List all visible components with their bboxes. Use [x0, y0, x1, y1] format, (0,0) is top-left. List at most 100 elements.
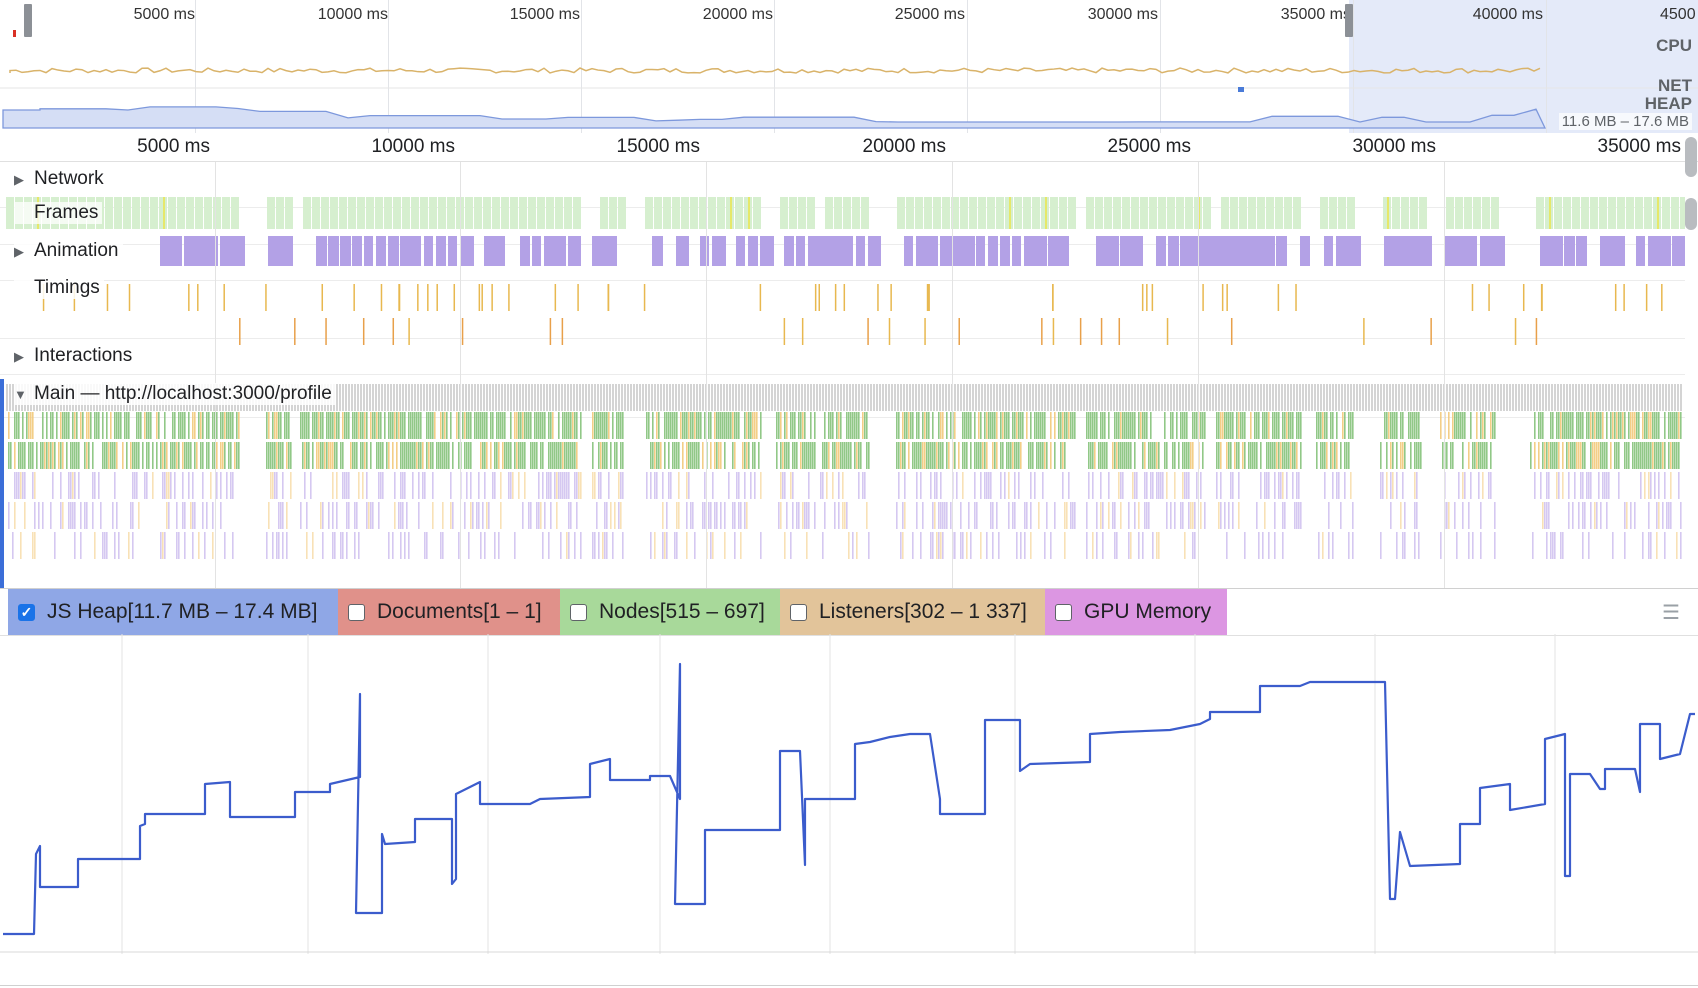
- flame-slice: [404, 412, 406, 439]
- frames-track-header[interactable]: Frames: [14, 202, 103, 224]
- listeners-counter-toggle[interactable]: Listeners[302 – 1 337]: [780, 589, 1045, 635]
- flame-slice: [224, 532, 226, 559]
- task-bar: [1449, 384, 1451, 411]
- flame-slice: [1040, 442, 1042, 469]
- task-bar: [1227, 384, 1229, 411]
- tracks-scrollbar-thumb[interactable]: [1685, 137, 1697, 177]
- checkbox-icon[interactable]: [570, 603, 587, 621]
- frame-block: [105, 197, 113, 229]
- flame-slice: [862, 472, 864, 499]
- flame-slice: [18, 412, 20, 439]
- flame-slice: [678, 502, 680, 529]
- overview-unselected-region[interactable]: [1349, 0, 1698, 133]
- task-bar: [1188, 384, 1190, 411]
- task-bar: [441, 384, 443, 411]
- flame-slice: [908, 442, 910, 469]
- flame-slice: [552, 412, 554, 439]
- flame-slice: [916, 502, 918, 529]
- checkbox-icon[interactable]: [348, 603, 365, 621]
- flame-slice: [1644, 412, 1646, 439]
- tracks-area[interactable]: ▶ Network Frames ▶ Animation Timings ▶ Inte…: [0, 162, 1685, 588]
- overview-pane[interactable]: 5000 ms 10000 ms 15000 ms 20000 ms 25000 ms 3…: [0, 0, 1698, 134]
- flame-slice: [60, 472, 62, 499]
- task-bar: [786, 384, 788, 411]
- interactions-track-header[interactable]: ▶ Interactions: [14, 345, 137, 367]
- timing-mark: [1295, 284, 1297, 311]
- frame-block: [1464, 197, 1472, 229]
- nodes-counter-toggle[interactable]: Nodes[515 – 697]: [560, 589, 780, 635]
- flame-slice: [440, 532, 442, 559]
- flame-slice: [1630, 412, 1632, 439]
- flame-slice: [1124, 442, 1126, 469]
- task-bar: [1203, 384, 1205, 411]
- flame-slice: [418, 502, 420, 529]
- checkbox-checked-icon[interactable]: ✓: [18, 603, 35, 621]
- flame-slice: [68, 502, 70, 529]
- task-bar: [1296, 384, 1298, 411]
- flame-slice: [1220, 442, 1222, 469]
- animation-block: [1444, 236, 1458, 266]
- js-heap-counter-toggle[interactable]: ✓ JS Heap[11.7 MB – 17.4 MB]: [8, 589, 338, 635]
- task-bar: [645, 384, 647, 411]
- flame-slice: [1388, 412, 1390, 439]
- overview-left-handle[interactable]: [24, 4, 32, 37]
- flame-slice: [192, 502, 194, 529]
- flame-slice: [1626, 502, 1628, 529]
- task-bar: [999, 384, 1001, 411]
- overview-graphs: [0, 30, 1698, 129]
- interaction-mark: [801, 318, 804, 345]
- animation-block: [496, 236, 505, 266]
- flame-slice: [992, 412, 994, 439]
- animation-block: [1252, 236, 1265, 266]
- flame-slice: [736, 412, 738, 439]
- task-bar: [681, 384, 683, 411]
- flame-slice: [926, 412, 928, 439]
- flame-slice: [112, 502, 114, 529]
- flame-slice: [1576, 412, 1578, 439]
- flame-slice: [1108, 472, 1110, 499]
- tracks-scrollbar-thumb-secondary[interactable]: [1685, 198, 1697, 230]
- flame-slice: [418, 412, 420, 439]
- task-bar: [927, 384, 929, 411]
- flame-slice: [1338, 472, 1340, 499]
- flame-slice: [1610, 442, 1612, 469]
- animation-track-header[interactable]: ▶ Animation: [14, 240, 123, 262]
- timings-track-header[interactable]: Timings: [14, 277, 104, 299]
- flame-slice: [1558, 412, 1560, 439]
- flame-slice: [580, 412, 582, 439]
- flame-slice: [660, 442, 662, 469]
- task-bar: [1398, 384, 1400, 411]
- flame-slice: [950, 502, 952, 529]
- animation-block: [1384, 236, 1397, 266]
- flame-slice: [346, 412, 348, 439]
- frame-block: [528, 197, 536, 229]
- flame-slice: [1380, 442, 1382, 469]
- overview-right-handle[interactable]: [1345, 4, 1353, 37]
- flame-slice: [422, 472, 424, 499]
- flame-slice: [276, 442, 278, 469]
- flame-slice: [1230, 412, 1232, 439]
- task-bar: [936, 384, 938, 411]
- flame-slice: [1328, 532, 1330, 559]
- network-track-header[interactable]: ▶ Network: [14, 168, 108, 190]
- frame-block: [789, 197, 797, 229]
- flame-slice: [368, 502, 370, 529]
- documents-counter-toggle[interactable]: Documents[1 – 1]: [338, 589, 560, 635]
- flame-slice: [540, 502, 542, 529]
- flame-slice: [398, 502, 400, 529]
- hamburger-icon[interactable]: ☰: [1662, 602, 1680, 624]
- flame-slice: [954, 532, 956, 559]
- flame-slice: [518, 442, 520, 469]
- flame-slice: [280, 442, 282, 469]
- checkbox-icon[interactable]: [790, 603, 807, 621]
- checkbox-icon[interactable]: [1055, 603, 1072, 621]
- gpu-memory-counter-toggle[interactable]: GPU Memory: [1045, 589, 1227, 635]
- task-bar: [429, 384, 431, 411]
- flame-slice: [984, 472, 986, 499]
- task-bar: [873, 384, 875, 411]
- flame-slice: [676, 442, 678, 469]
- main-track-header[interactable]: ▼ Main — http://localhost:3000/profile: [14, 383, 336, 405]
- flame-slice: [1590, 502, 1592, 529]
- timeline-ruler[interactable]: 5000 ms 10000 ms 15000 ms 20000 ms 25000 ms 3…: [0, 133, 1698, 162]
- flame-slice: [1348, 532, 1350, 559]
